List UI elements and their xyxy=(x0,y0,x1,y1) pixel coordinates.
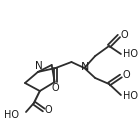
Text: O: O xyxy=(122,70,130,80)
Text: N: N xyxy=(35,61,43,71)
Text: O: O xyxy=(52,83,60,93)
Text: HO: HO xyxy=(4,110,19,120)
Text: HO: HO xyxy=(123,91,138,101)
Text: N: N xyxy=(81,62,89,72)
Text: HO: HO xyxy=(123,49,138,59)
Text: O: O xyxy=(45,105,52,115)
Text: O: O xyxy=(120,30,128,40)
